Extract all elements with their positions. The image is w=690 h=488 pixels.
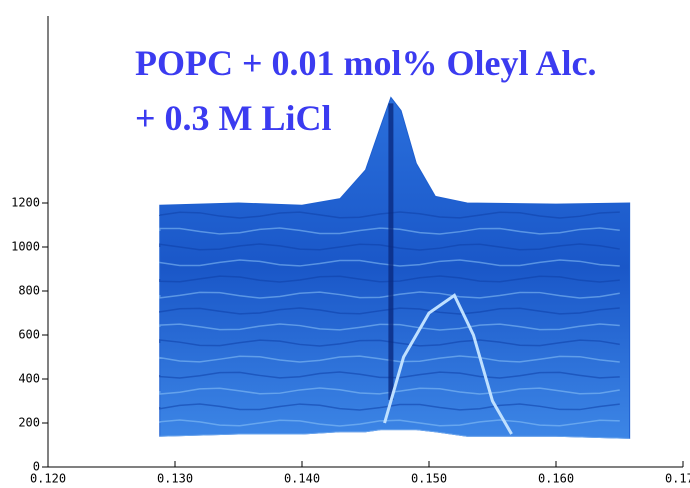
x-tick-label: 0.120 <box>30 472 66 486</box>
secondary-trace <box>383 293 513 435</box>
y-tick-label: 200 <box>18 416 40 430</box>
streak <box>159 243 620 251</box>
streak <box>159 275 620 283</box>
streak <box>159 339 620 347</box>
plot-area <box>159 96 631 439</box>
x-tick-label: 0.150 <box>411 472 447 486</box>
streak <box>159 227 620 235</box>
streak <box>159 387 620 395</box>
chart-title: + 0.3 M LiCl <box>135 98 332 138</box>
y-tick-label: 0 <box>33 460 40 474</box>
streak <box>159 307 620 315</box>
streak <box>159 259 620 267</box>
streak <box>159 211 620 219</box>
streak <box>159 403 620 411</box>
y-tick-label: 1200 <box>11 196 40 210</box>
x-tick-label: 0.170 <box>665 472 690 486</box>
streak <box>159 371 620 379</box>
y-tick-label: 400 <box>18 372 40 386</box>
x-tick-label: 0.160 <box>538 472 574 486</box>
streak <box>159 291 620 299</box>
y-tick-label: 800 <box>18 284 40 298</box>
chart-title: POPC + 0.01 mol% Oleyl Alc. <box>135 43 596 83</box>
y-tick-label: 600 <box>18 328 40 342</box>
streak <box>159 419 620 427</box>
streak <box>159 323 620 331</box>
y-tick-label: 1000 <box>11 240 40 254</box>
streak <box>159 355 620 363</box>
x-tick-label: 0.130 <box>157 472 193 486</box>
x-tick-label: 0.140 <box>284 472 320 486</box>
base-line <box>159 429 630 439</box>
